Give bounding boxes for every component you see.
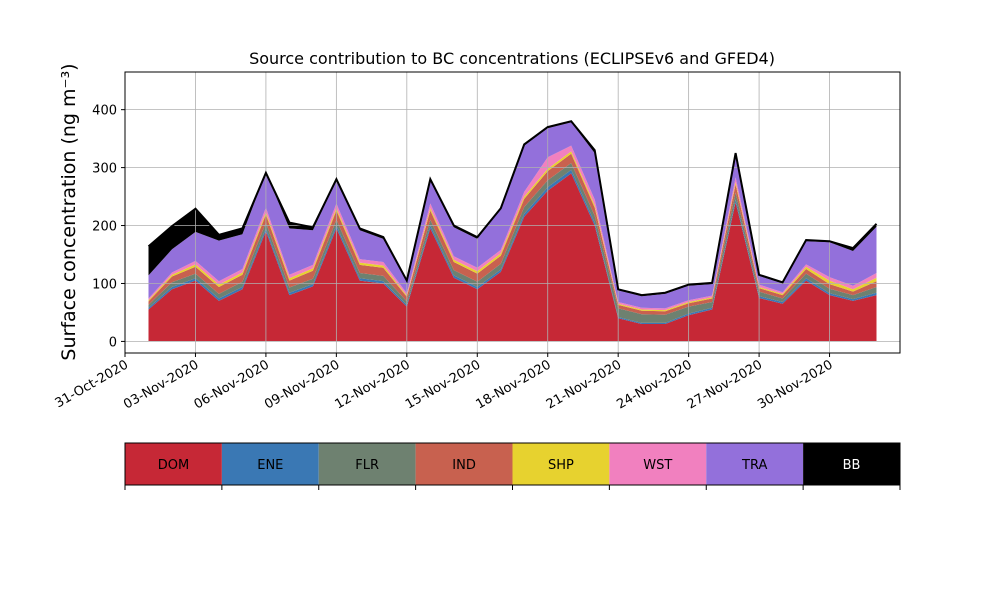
x-tick-label: 21-Nov-2020 (544, 357, 624, 412)
y-tick-label: 200 (92, 220, 117, 235)
area-dom (148, 173, 877, 342)
x-tick-label: 27-Nov-2020 (685, 357, 765, 412)
x-tick-label: 30-Nov-2020 (755, 357, 835, 412)
x-tick-label: 12-Nov-2020 (333, 357, 413, 412)
legend-label: FLR (355, 458, 379, 473)
legend-label: TRA (741, 458, 767, 473)
grid-lines (124, 72, 900, 353)
y-axis-label: Surface concentration (ng m⁻³) (58, 63, 80, 360)
x-tick-label: 18-Nov-2020 (473, 357, 553, 412)
legend-label: WST (643, 458, 672, 473)
x-tick-label: 24-Nov-2020 (614, 357, 694, 412)
legend-swatch-bb (803, 443, 900, 485)
legend-label: IND (452, 458, 476, 473)
legend-swatch-flr (318, 443, 416, 485)
axes-frame (124, 71, 901, 354)
legend-label: DOM (158, 458, 189, 473)
chart-title: Source contribution to BC concentrations… (249, 49, 775, 68)
x-tick-label: 09-Nov-2020 (262, 357, 342, 412)
y-tick-label: 0 (109, 335, 117, 350)
y-tick-label: 400 (92, 104, 117, 119)
x-tick-label: 06-Nov-2020 (192, 357, 272, 412)
x-tick-label: 15-Nov-2020 (403, 357, 483, 412)
legend-swatch-dom (125, 443, 222, 485)
legend-swatch-ene (221, 443, 319, 485)
legend-swatch-wst (609, 443, 707, 485)
y-tick-label: 100 (92, 277, 117, 292)
legend-swatch-tra (706, 443, 804, 485)
x-axis-ticks: 31-Oct-202003-Nov-202006-Nov-202009-Nov-… (53, 353, 836, 412)
total-line (147, 120, 878, 297)
x-tick-label: 31-Oct-2020 (53, 357, 131, 411)
legend-label: BB (843, 458, 861, 473)
y-tick-label: 300 (92, 162, 117, 177)
stacked-areas (148, 121, 877, 342)
x-tick-label: 03-Nov-2020 (121, 357, 201, 412)
area-ind (148, 153, 877, 315)
legend-swatch-shp (512, 443, 610, 485)
area-tra (148, 122, 877, 309)
legend: DOM ENE FLR IND SHP WST TRA BB (124, 442, 901, 490)
legend-label: ENE (257, 458, 283, 473)
legend-swatch-ind (415, 443, 513, 485)
y-axis-ticks: 0 100 200 300 400 (92, 104, 125, 350)
legend-label: SHP (548, 458, 574, 473)
